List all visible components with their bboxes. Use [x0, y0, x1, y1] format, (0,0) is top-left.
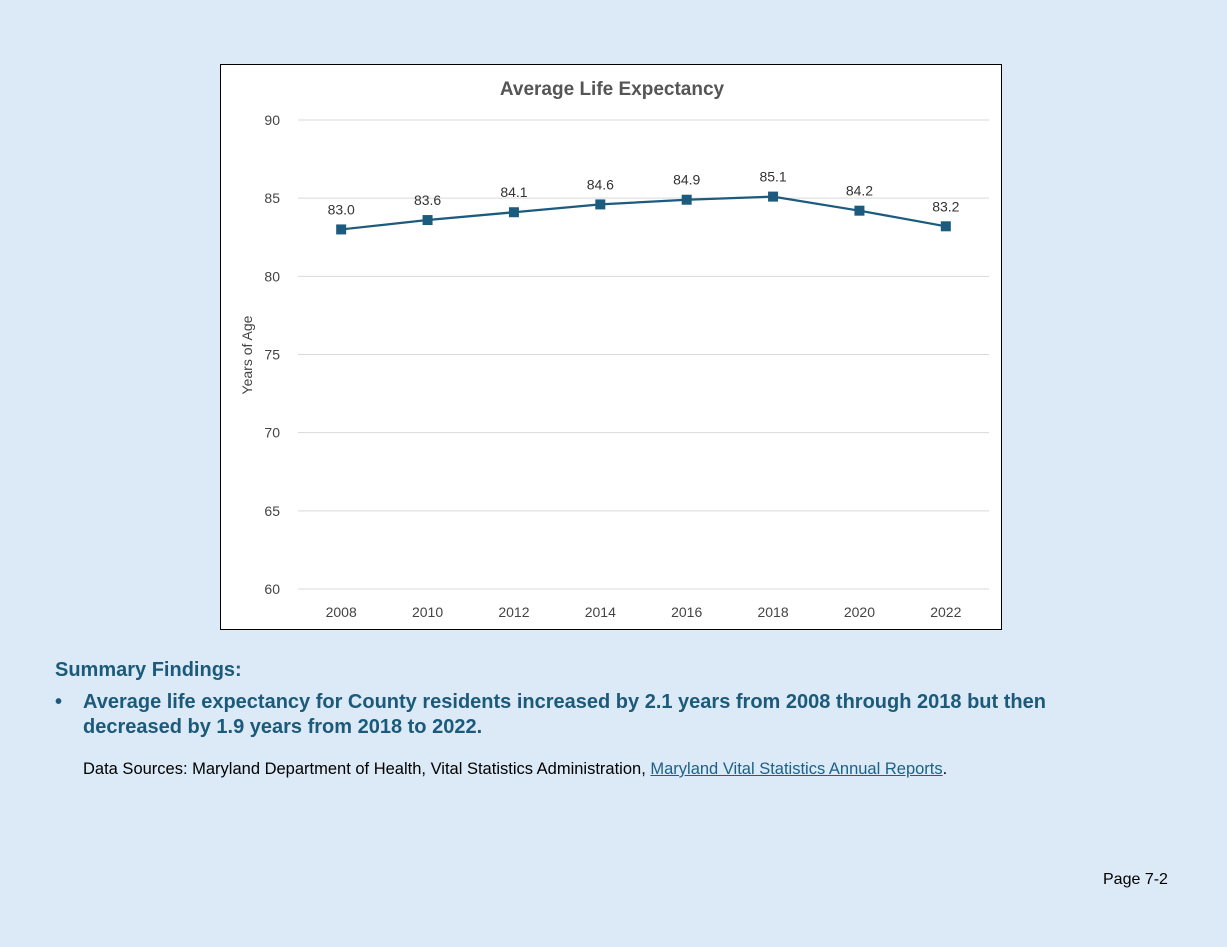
y-tick-label: 60 [264, 581, 280, 597]
x-tick-label: 2020 [844, 604, 875, 620]
y-axis-ticks: 60 65 70 75 80 85 90 [264, 112, 280, 597]
line-chart: Average Life Expectancy Years of Age 606… [239, 79, 989, 620]
data-point-marker [595, 199, 606, 210]
data-series [336, 191, 951, 235]
sources-prefix: Data Sources: Maryland Department of Hea… [83, 760, 651, 778]
summary-bullet-text: Average life expectancy for County resid… [83, 691, 1046, 738]
data-point-marker [768, 191, 779, 202]
data-label: 83.2 [932, 198, 959, 214]
y-tick-label: 80 [264, 268, 280, 284]
data-point-marker [336, 224, 347, 235]
data-point-marker [681, 194, 692, 205]
x-tick-label: 2008 [326, 604, 357, 620]
chart-title: Average Life Expectancy [500, 79, 725, 100]
data-label: 84.9 [673, 172, 700, 188]
page-number: Page 7-2 [1103, 871, 1168, 888]
x-tick-label: 2016 [671, 604, 702, 620]
gridlines [298, 119, 989, 590]
data-label: 85.1 [759, 169, 786, 185]
data-label: 84.1 [500, 184, 527, 200]
y-tick-label: 90 [264, 112, 280, 128]
series-line [341, 195, 947, 231]
y-tick-label: 65 [264, 503, 280, 519]
data-label: 84.6 [587, 176, 614, 192]
x-tick-label: 2012 [498, 604, 529, 620]
y-tick-label: 85 [264, 190, 280, 206]
y-tick-label: 70 [264, 425, 280, 441]
data-point-marker [940, 221, 951, 232]
x-tick-label: 2018 [757, 604, 788, 620]
y-axis-label: Years of Age [239, 315, 255, 394]
x-tick-label: 2014 [585, 604, 616, 620]
data-point-marker [854, 205, 865, 216]
bullet-icon: • [55, 691, 63, 713]
x-tick-label: 2022 [930, 604, 961, 620]
x-axis-ticks: 2008 2010 2012 2014 2016 2018 2020 2022 [326, 604, 962, 620]
summary-heading: Summary Findings: [55, 659, 242, 681]
summary-bullets: • Average life expectancy for County res… [55, 690, 1135, 740]
data-label: 83.0 [328, 201, 355, 217]
data-labels: 83.0 83.6 84.1 84.6 84.9 85.1 84.2 83.2 [328, 169, 960, 218]
data-point-marker [422, 215, 433, 226]
data-label: 84.2 [846, 183, 873, 199]
sources-link[interactable]: Maryland Vital Statistics Annual Reports [650, 760, 943, 778]
chart-container: Average Life Expectancy Years of Age 60 6… [220, 64, 1002, 630]
data-point-marker [508, 207, 519, 218]
x-tick-label: 2010 [412, 604, 443, 620]
summary-bullet: • Average life expectancy for County res… [55, 690, 1135, 740]
data-sources: Data Sources: Maryland Department of Hea… [83, 760, 947, 779]
sources-suffix: . [942, 760, 948, 778]
data-label: 83.6 [414, 192, 441, 208]
y-tick-label: 75 [264, 347, 280, 363]
